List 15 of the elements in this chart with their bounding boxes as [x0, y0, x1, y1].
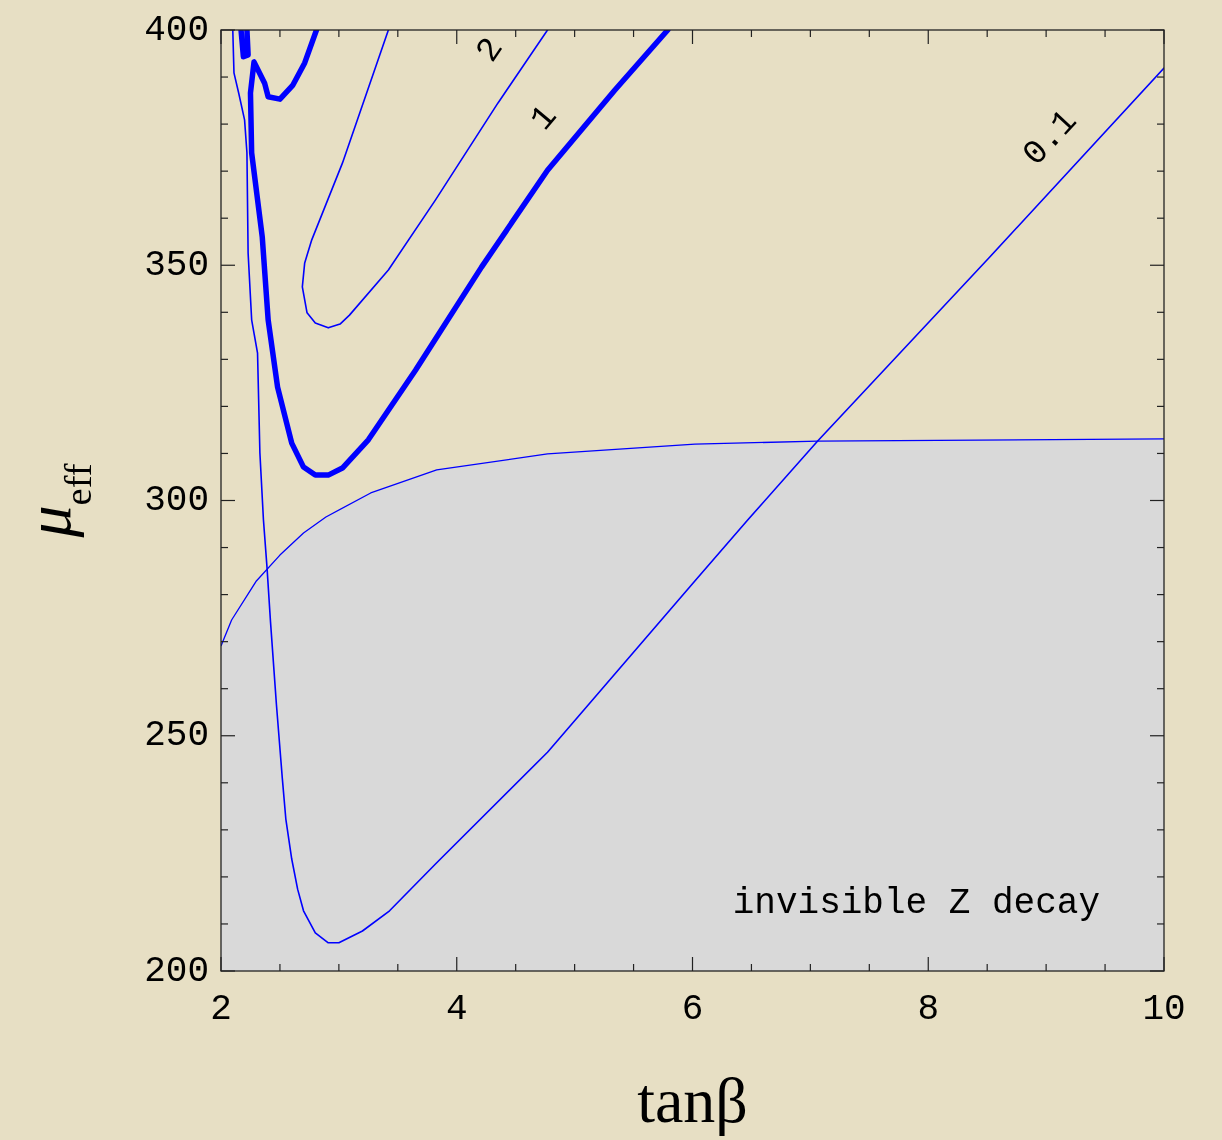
x-tick-label: 4 — [445, 989, 468, 1030]
annotation: invisible Z decay — [732, 883, 1100, 924]
y-tick-label: 250 — [144, 715, 209, 757]
x-tick-label: 2 — [210, 989, 232, 1030]
y-tick-label: 200 — [144, 950, 209, 992]
text: 0.1 — [1015, 102, 1086, 174]
y-tick-label: 400 — [144, 9, 209, 51]
x-tick-label: 6 — [681, 989, 704, 1030]
y-tick-label: 300 — [144, 480, 209, 521]
x-tick-label: 10 — [1142, 989, 1186, 1030]
x-axis-title: tanβ — [637, 1065, 748, 1136]
x-tick-label: 8 — [917, 989, 940, 1030]
text: 1 — [523, 98, 566, 139]
y-tick-label: 350 — [144, 244, 209, 286]
text: 2 — [468, 31, 512, 70]
